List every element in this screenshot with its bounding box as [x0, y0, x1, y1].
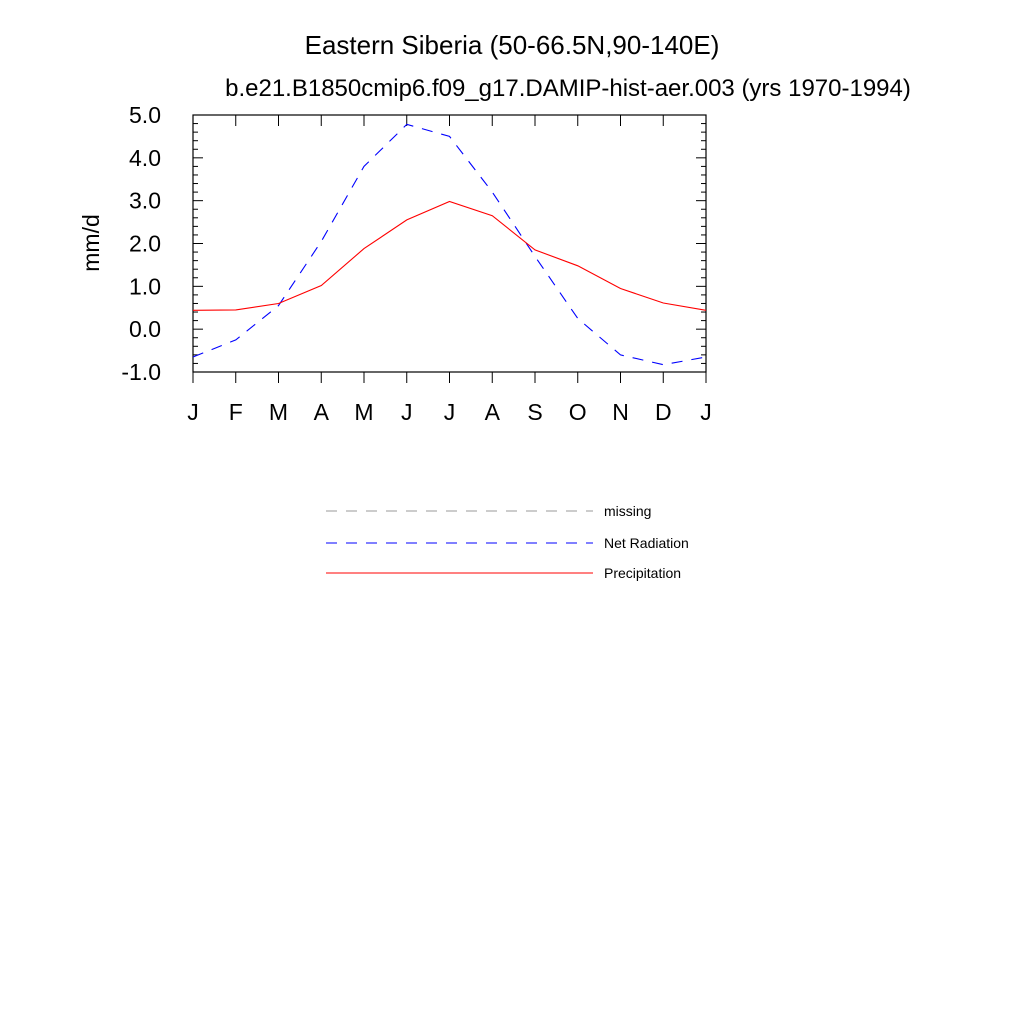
y-tick-label: -1.0	[121, 359, 161, 385]
series-line-net-radiation	[192, 123, 707, 366]
x-tick-label: S	[527, 399, 542, 425]
legend-entry-label: Net Radiation	[604, 535, 689, 551]
x-tick-label: A	[314, 399, 330, 425]
y-tick-label: 5.0	[129, 102, 161, 128]
chart-title: Eastern Siberia (50-66.5N,90-140E)	[305, 30, 720, 60]
legend-entry-label: Precipitation	[604, 565, 681, 581]
y-tick-label: 4.0	[129, 145, 161, 171]
plot-frame	[192, 114, 707, 373]
legend-entry-label: missing	[604, 503, 651, 519]
x-tick-label: M	[354, 399, 373, 425]
plot-area: 5.04.03.02.01.00.0-1.0J F M A M J J A S O N D J	[121, 102, 711, 425]
x-tick-label: J	[401, 399, 413, 425]
x-tick-label: J	[444, 399, 456, 425]
y-tick-label: 1.0	[129, 273, 161, 299]
x-tick-label: D	[655, 399, 672, 425]
x-tick-label: J	[187, 399, 199, 425]
x-tick-label: M	[269, 399, 288, 425]
y-tick-label: 2.0	[129, 231, 161, 257]
y-tick-label: 3.0	[129, 188, 161, 214]
legend: missing Net Radiation Precipitation	[326, 503, 689, 581]
x-tick-label: O	[569, 399, 587, 425]
x-tick-label: J	[700, 399, 712, 425]
y-axis-label: mm/d	[78, 214, 104, 272]
y-tick-label: 0.0	[129, 316, 161, 342]
series-line-precipitation	[192, 200, 707, 311]
chart-subtitle: b.e21.B1850cmip6.f09_g17.DAMIP-hist-aer.…	[225, 75, 911, 102]
x-tick-label: A	[485, 399, 501, 425]
x-tick-label: F	[229, 399, 243, 425]
x-tick-label: N	[612, 399, 629, 425]
